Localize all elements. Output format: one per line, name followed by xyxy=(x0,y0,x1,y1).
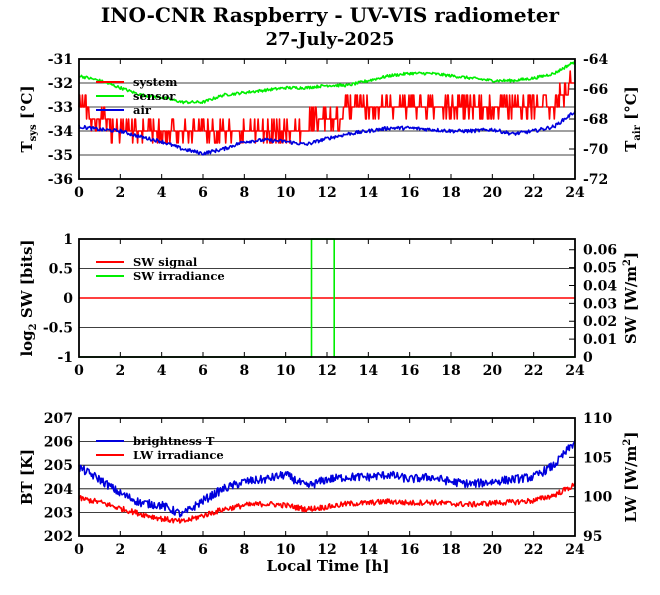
y-right-axis-label: Tair [°C] xyxy=(622,86,643,152)
y-left-tick-label: 205 xyxy=(44,458,73,474)
legend-label: air xyxy=(133,103,152,117)
legend-label: system xyxy=(133,75,177,89)
x-tick-label: 20 xyxy=(483,185,503,201)
y-left-tick-label: 206 xyxy=(44,435,73,451)
y-left-tick-label: 202 xyxy=(44,529,73,545)
x-tick-label: 6 xyxy=(198,363,208,379)
y-right-axis-label: LW [W/m2] xyxy=(622,432,640,523)
y-left-tick-label: -33 xyxy=(48,100,73,116)
plot-frame xyxy=(78,417,576,537)
y-left-axis-label: Tsys [°C] xyxy=(18,85,39,152)
x-tick-label: 8 xyxy=(239,363,249,379)
y-right-tick-label: -70 xyxy=(583,142,609,158)
x-tick-label: 16 xyxy=(400,185,419,201)
y-left-tick-label: 1 xyxy=(63,232,73,248)
y-left-tick-label: -32 xyxy=(48,76,73,92)
x-tick-label: 16 xyxy=(400,542,419,558)
x-tick-label: 24 xyxy=(565,363,585,379)
y-right-tick-label: -66 xyxy=(583,82,608,98)
series-line-brightness-t xyxy=(78,439,576,518)
x-tick-label: 24 xyxy=(565,542,585,558)
x-tick-label: 0 xyxy=(74,542,84,558)
y-right-tick-label: 0.02 xyxy=(583,314,617,330)
y-left-tick-label: -31 xyxy=(48,52,73,68)
x-tick-label: 18 xyxy=(441,185,460,201)
x-tick-label: 14 xyxy=(359,542,379,558)
chart-date: 27-July-2025 xyxy=(266,29,395,50)
y-right-tick-label: 0.05 xyxy=(583,261,617,277)
y-right-tick-label: 0.03 xyxy=(583,296,617,312)
x-tick-label: 22 xyxy=(524,363,543,379)
y-left-tick-label: 203 xyxy=(44,505,73,521)
y-left-tick-label: -0.5 xyxy=(43,321,73,337)
y-right-tick-label: 100 xyxy=(583,490,612,506)
x-tick-label: 14 xyxy=(359,363,379,379)
x-tick-label: 16 xyxy=(400,363,419,379)
y-left-axis-label: BT [K] xyxy=(18,449,36,505)
y-right-tick-label: -64 xyxy=(583,52,609,68)
plot-frame xyxy=(78,238,576,358)
y-right-axis-label: SW [W/m2] xyxy=(622,252,640,344)
y-right-tick-label: 0 xyxy=(583,350,593,366)
x-tick-label: 22 xyxy=(524,185,543,201)
x-tick-label: 2 xyxy=(115,185,125,201)
x-tick-label: 0 xyxy=(74,185,84,201)
y-right-tick-label: -68 xyxy=(583,112,608,128)
x-tick-label: 8 xyxy=(239,542,249,558)
plot-frame xyxy=(78,58,576,180)
legend-label: SW irradiance xyxy=(133,269,225,283)
x-tick-label: 8 xyxy=(239,185,249,201)
y-right-tick-label: 0.06 xyxy=(583,243,617,259)
x-tick-label: 10 xyxy=(276,542,296,558)
legend-label: LW irradiance xyxy=(133,448,224,462)
chart-title: INO-CNR Raspberry - UV-VIS radiometer xyxy=(101,3,560,27)
x-tick-label: 12 xyxy=(317,363,336,379)
y-right-tick-label: 0.01 xyxy=(583,332,617,348)
x-tick-label: 4 xyxy=(157,185,167,201)
x-tick-label: 14 xyxy=(359,185,379,201)
legend-label: SW signal xyxy=(133,255,198,269)
x-tick-label: 20 xyxy=(483,542,503,558)
x-tick-label: 20 xyxy=(483,363,503,379)
x-tick-label: 0 xyxy=(74,363,84,379)
x-tick-label: 10 xyxy=(276,185,296,201)
x-tick-label: 18 xyxy=(441,363,460,379)
y-left-axis-label: log2 SW [bits] xyxy=(18,239,39,356)
y-right-tick-label: -72 xyxy=(583,172,608,188)
x-tick-label: 6 xyxy=(198,542,208,558)
y-left-tick-label: 204 xyxy=(44,482,73,498)
y-left-tick-label: -36 xyxy=(48,172,73,188)
legend-label: sensor xyxy=(133,89,176,103)
y-left-tick-label: -34 xyxy=(48,124,74,140)
series-line-lw-irradiance xyxy=(78,482,576,524)
x-tick-label: 6 xyxy=(198,185,208,201)
series-line-air xyxy=(78,110,576,156)
x-tick-label: 10 xyxy=(276,363,296,379)
x-tick-label: 2 xyxy=(115,363,125,379)
panel-temperature: -31-32-33-34-35-36-64-66-68-70-720 2 4 6 8 10… xyxy=(18,52,643,201)
x-tick-label: 4 xyxy=(157,363,167,379)
y-left-tick-label: -1 xyxy=(57,350,73,366)
y-right-tick-label: 0.04 xyxy=(583,278,617,294)
y-left-tick-label: 0 xyxy=(63,291,73,307)
legend-label: brightness T xyxy=(133,434,215,448)
x-tick-label: 18 xyxy=(441,542,460,558)
x-tick-label: 22 xyxy=(524,542,543,558)
y-right-tick-label: 105 xyxy=(583,450,612,466)
x-tick-label: 24 xyxy=(565,185,585,201)
x-tick-label: 2 xyxy=(115,542,125,558)
x-tick-label: 12 xyxy=(317,185,336,201)
y-right-tick-label: 110 xyxy=(583,411,612,427)
y-left-tick-label: -35 xyxy=(48,148,73,164)
x-axis-label: Local Time [h] xyxy=(267,557,390,575)
y-left-tick-label: 0.5 xyxy=(49,262,73,278)
series-line-sensor xyxy=(78,59,576,105)
y-left-tick-label: 207 xyxy=(44,411,73,427)
x-tick-label: 4 xyxy=(157,542,167,558)
x-tick-label: 12 xyxy=(317,542,336,558)
y-right-tick-label: 95 xyxy=(583,529,602,545)
